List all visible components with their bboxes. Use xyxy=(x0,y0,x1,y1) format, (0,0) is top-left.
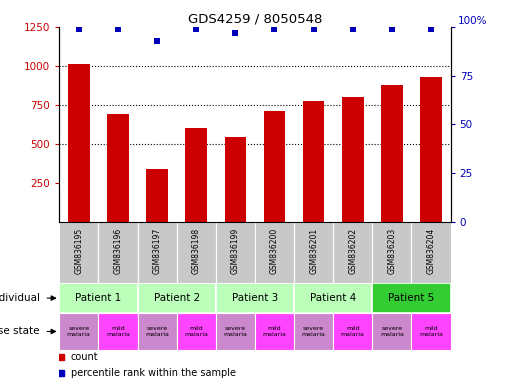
Text: count: count xyxy=(71,352,98,362)
Point xyxy=(75,26,83,32)
Bar xyxy=(146,169,168,222)
Title: GDS4259 / 8050548: GDS4259 / 8050548 xyxy=(188,13,322,26)
Bar xyxy=(372,313,411,349)
Bar xyxy=(59,283,138,313)
Bar xyxy=(294,283,372,313)
Bar xyxy=(342,97,364,222)
Text: Patient 3: Patient 3 xyxy=(232,293,278,303)
Point xyxy=(310,26,318,32)
Bar xyxy=(177,222,216,283)
Text: Patient 1: Patient 1 xyxy=(75,293,122,303)
Bar xyxy=(185,128,207,222)
Bar xyxy=(411,222,451,283)
Bar xyxy=(225,137,246,222)
Bar xyxy=(372,222,411,283)
Text: mild
malaria: mild malaria xyxy=(419,326,443,337)
Bar xyxy=(255,313,294,349)
Bar xyxy=(138,222,177,283)
Text: severe
malaria: severe malaria xyxy=(380,326,404,337)
Point xyxy=(349,26,357,32)
Bar xyxy=(216,222,255,283)
Bar xyxy=(255,222,294,283)
Text: mild
malaria: mild malaria xyxy=(341,326,365,337)
Bar xyxy=(294,313,333,349)
Text: GSM836196: GSM836196 xyxy=(113,228,123,274)
Text: Patient 2: Patient 2 xyxy=(153,293,200,303)
Text: GSM836201: GSM836201 xyxy=(309,228,318,274)
Text: severe
malaria: severe malaria xyxy=(145,326,169,337)
Text: severe
malaria: severe malaria xyxy=(224,326,247,337)
Bar xyxy=(381,84,403,222)
Text: mild
malaria: mild malaria xyxy=(184,326,208,337)
Text: GSM836202: GSM836202 xyxy=(348,228,357,274)
Text: Patient 5: Patient 5 xyxy=(388,293,435,303)
Bar xyxy=(264,111,285,222)
Bar xyxy=(98,222,138,283)
Bar xyxy=(411,313,451,349)
Point xyxy=(270,26,279,32)
Bar xyxy=(138,313,177,349)
Bar xyxy=(303,101,324,222)
Bar xyxy=(138,283,216,313)
Point xyxy=(153,37,161,43)
Y-axis label: 100%: 100% xyxy=(457,16,487,26)
Bar xyxy=(216,283,294,313)
Bar xyxy=(294,222,333,283)
Bar xyxy=(59,222,98,283)
Text: GSM836197: GSM836197 xyxy=(152,228,162,274)
Bar xyxy=(420,77,442,222)
Bar xyxy=(333,313,372,349)
Text: GSM836203: GSM836203 xyxy=(387,228,397,274)
Bar xyxy=(372,283,451,313)
Text: individual: individual xyxy=(0,293,40,303)
Point xyxy=(231,30,239,36)
Text: GSM836195: GSM836195 xyxy=(74,228,83,274)
Text: disease state: disease state xyxy=(0,326,40,336)
Bar xyxy=(59,313,98,349)
Text: Patient 4: Patient 4 xyxy=(310,293,356,303)
Point xyxy=(427,26,435,32)
Bar xyxy=(68,64,90,222)
Text: GSM836199: GSM836199 xyxy=(231,228,240,274)
Text: severe
malaria: severe malaria xyxy=(302,326,325,337)
Text: mild
malaria: mild malaria xyxy=(106,326,130,337)
Text: GSM836198: GSM836198 xyxy=(192,228,201,274)
Bar xyxy=(107,114,129,222)
Text: GSM836200: GSM836200 xyxy=(270,228,279,274)
Bar xyxy=(177,313,216,349)
Text: mild
malaria: mild malaria xyxy=(263,326,286,337)
Text: GSM836204: GSM836204 xyxy=(426,228,436,274)
Point xyxy=(388,26,396,32)
Bar xyxy=(98,313,138,349)
Text: percentile rank within the sample: percentile rank within the sample xyxy=(71,367,236,377)
Point xyxy=(114,26,122,32)
Bar xyxy=(333,222,372,283)
Text: severe
malaria: severe malaria xyxy=(67,326,91,337)
Bar xyxy=(216,313,255,349)
Point xyxy=(192,26,200,32)
